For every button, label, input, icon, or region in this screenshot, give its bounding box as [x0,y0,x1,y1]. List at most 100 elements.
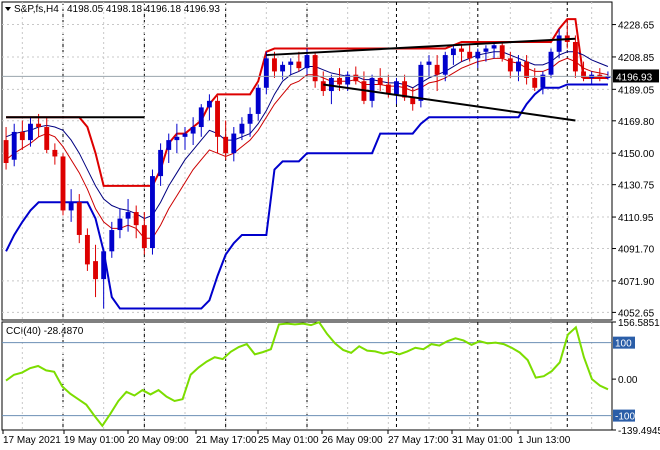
candle [44,117,50,154]
candle-body [125,212,131,219]
candle-body [491,45,497,49]
price-tick-label: 4228.65 [618,21,655,32]
candle [532,68,538,92]
candle-body [76,202,82,235]
candle-body [296,61,302,69]
candle-body [556,35,562,52]
candle [320,71,326,96]
candle-body [345,74,351,85]
candle [68,189,74,222]
current-price-tag [613,69,659,83]
price-tick-label: 4208.85 [618,53,655,64]
candle-body [540,74,546,88]
candle [117,208,123,239]
price-tick-label: 4071.90 [618,277,655,288]
candle-body [475,51,481,59]
channel-line-lower [5,83,608,310]
candle [190,117,196,146]
candle-body [174,136,180,141]
candle-body [320,81,326,92]
ohlc-label: 4198.05 4198.18 4196.18 4196.93 [67,4,220,15]
candle [255,84,261,121]
candle [434,55,440,92]
candle-body [304,55,310,69]
candle [394,77,399,105]
candle-body [223,136,229,154]
candle-body [215,100,220,137]
candle-body [158,149,164,177]
cci-tick-label: 100 [615,339,632,350]
cci-panel: 156.5851 100 0.00 -100 -139.4945 [1,318,660,437]
candle [581,61,586,82]
candle [418,61,424,108]
candle-body [467,51,473,59]
candle [548,48,554,78]
cci-line [5,321,609,428]
candle-body [288,61,294,65]
trendline [323,83,576,122]
cci-tick-label: -100 [615,412,635,423]
candle [572,35,578,78]
candle-body [182,133,188,137]
candle-body [524,61,530,78]
candle-body [263,58,269,88]
candle [459,43,464,62]
candle-body [198,107,204,128]
candle-body [36,123,42,128]
candle-body [255,87,261,114]
candle-body [459,48,464,52]
candle-body [532,77,538,88]
time-tick-label: 20 May 09:00 [128,435,189,446]
candle-body [394,81,399,95]
candle-body [516,61,521,72]
candle-body [434,64,440,75]
candle-body [483,48,489,52]
candle-body [328,77,334,92]
candle-body [499,45,505,59]
candle [182,127,188,150]
candle [52,143,58,165]
candle [206,94,212,121]
price-tick-label: 4052.65 [618,308,655,319]
candle [410,87,416,111]
candle-body [101,251,107,280]
candle-body [93,261,98,280]
candle-body [312,55,318,82]
candle-body [450,48,456,56]
candle [166,133,172,163]
candle-body [206,100,212,108]
candle [93,244,98,298]
time-tick-label: 17 May 2021 [3,435,61,446]
candle [328,74,334,105]
candle [174,123,180,154]
trendline [266,37,576,57]
candle-body [402,81,408,98]
candle [223,120,229,160]
candle [11,123,17,167]
time-tick-label: 21 May 17:00 [196,435,257,446]
current-price-label: 4196.93 [616,72,653,83]
candle [247,107,253,137]
cci-level-tag [613,409,635,422]
candle-body [231,133,237,154]
candle-body [507,58,513,72]
candle-body [418,64,424,101]
candle [125,198,131,232]
candle-body [410,97,416,105]
candle-body [68,202,74,211]
candle-body [166,140,172,150]
candle-body [385,84,391,95]
candle [19,120,25,150]
candle-body [11,131,17,160]
candle-body [369,77,375,101]
candle [3,127,9,170]
candle [76,194,82,244]
candle [296,51,302,72]
candle [231,127,237,162]
candle [150,169,155,255]
candle-body [272,58,277,72]
dropdown-triangle-icon[interactable] [5,7,11,11]
price-tick-label: 4130.75 [618,181,655,192]
